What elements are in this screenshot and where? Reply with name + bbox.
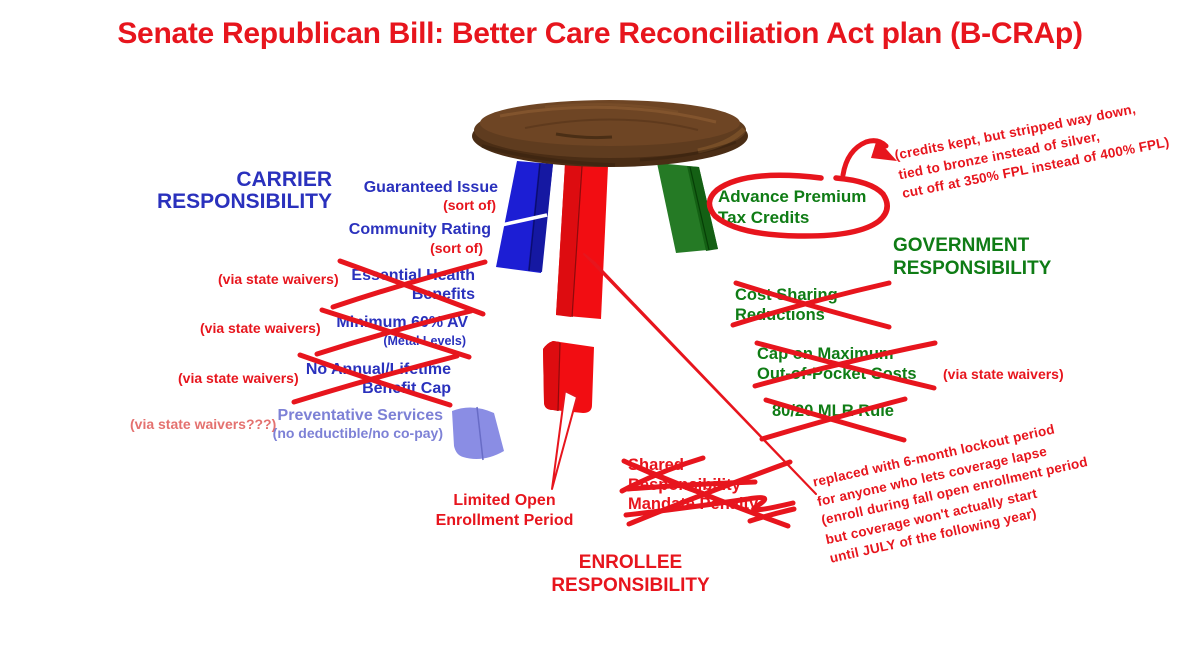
stool-leg-red-upper — [556, 164, 608, 319]
item-no-annual-lifetime-cap: No Annual/Lifetime Benefit Cap — [305, 361, 451, 397]
waiver-minimum-av: (via state waivers) — [200, 320, 321, 336]
item-preventative-services-sub: (no deductible/no co-pay) — [272, 425, 443, 441]
item-shared-responsibility-mandate: Shared Responsibility Mandate Penalty — [628, 456, 759, 513]
waiver-annual-lifetime: (via state waivers) — [178, 370, 299, 386]
item-preventative-services: Preventative Services — [277, 407, 443, 424]
waiver-cap-out-of-pocket: (via state waivers) — [943, 366, 1064, 382]
item-80-20-mlr-rule: 80/20 MLR Rule — [772, 402, 894, 420]
item-advance-premium-tax-credits: Advance Premium Tax Credits — [718, 187, 867, 227]
stool-leg-blue — [496, 161, 553, 273]
blue-leg-crack — [496, 213, 548, 228]
item-community-rating-note: (sort of) — [430, 240, 483, 256]
item-minimum-60-av: Minimum 60% AV — [336, 314, 468, 331]
item-guaranteed-issue-note: (sort of) — [443, 197, 496, 213]
waiver-preventative: (via state waivers???) — [130, 416, 277, 432]
waiver-essential-health: (via state waivers) — [218, 271, 339, 287]
enrollee-heading: ENROLLEE RESPONSIBILITY — [551, 552, 710, 596]
item-essential-health-benefits: Essential Health Benefits — [351, 267, 475, 303]
item-cap-out-of-pocket: Cap on Maximum Out-of-Pocket Costs — [757, 345, 917, 383]
item-limited-open-enrollment: Limited Open Enrollment Period — [435, 492, 574, 529]
government-heading: GOVERNMENT RESPONSIBILITY — [893, 235, 1052, 279]
item-cost-sharing-reductions: Cost Sharing Reductions — [735, 286, 838, 324]
item-minimum-60-av-sub: (Metal Levels) — [383, 334, 466, 348]
carrier-heading: CARRIER RESPONSIBILITY — [156, 168, 332, 213]
stool-leg-red-lower — [543, 341, 594, 413]
stool-leg-green — [657, 163, 718, 253]
stool-leg-periwinkle-broken — [452, 406, 504, 461]
page-title: Senate Republican Bill: Better Care Reco… — [117, 17, 1083, 50]
item-community-rating: Community Rating — [348, 221, 491, 238]
stool-seat — [472, 100, 748, 167]
item-guaranteed-issue: Guaranteed Issue — [363, 179, 498, 196]
